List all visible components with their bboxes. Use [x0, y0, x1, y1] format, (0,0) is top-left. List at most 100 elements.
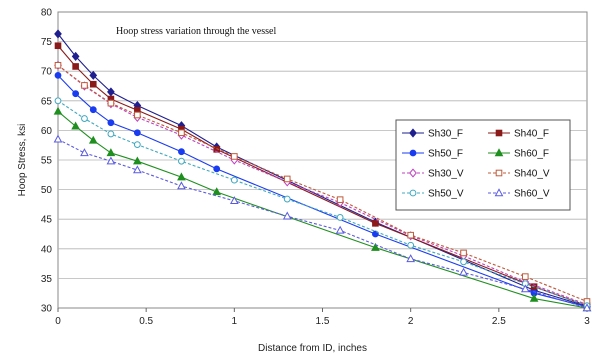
data-point: [71, 121, 80, 130]
data-point: [282, 211, 292, 220]
legend-entry: Sh60_V: [488, 188, 550, 200]
series-layer: [53, 29, 592, 312]
y-tick-label: 75: [41, 37, 53, 48]
legend-box: [395, 119, 571, 211]
series-sh40-v: [54, 61, 591, 305]
data-point: [372, 220, 379, 227]
x-tick-label: 0.5: [139, 316, 153, 327]
data-point: [406, 254, 416, 263]
legend-entry: Sh30_F: [402, 128, 463, 140]
data-point: [460, 249, 467, 257]
legend-marker: [494, 188, 504, 197]
data-point: [371, 242, 380, 251]
data-point: [212, 187, 222, 196]
x-axis-title: Distance from ID, inches: [258, 343, 367, 354]
data-point: [336, 214, 344, 221]
legend-label: Sh40_F: [514, 129, 549, 140]
y-tick-label: 50: [41, 185, 53, 196]
data-point: [283, 195, 291, 203]
data-point: [178, 129, 185, 137]
data-point: [81, 82, 88, 89]
x-tick-label: 1.5: [316, 316, 330, 327]
legend-entry: Sh50_V: [402, 189, 464, 200]
data-point: [134, 111, 141, 119]
data-point: [54, 97, 62, 105]
data-point: [72, 90, 80, 98]
y-tick-label: 80: [41, 8, 53, 19]
chart-title: Hoop stress variation through the vessel: [116, 26, 276, 37]
legend-label: Sh40_V: [514, 169, 550, 180]
data-point: [407, 241, 415, 249]
data-point: [89, 80, 97, 88]
data-point: [88, 135, 98, 144]
data-point: [107, 119, 115, 127]
legend-entry: Sh40_V: [488, 169, 550, 180]
legend-marker: [409, 149, 417, 157]
data-point: [89, 106, 97, 114]
legend-label: Sh30_F: [428, 129, 463, 140]
data-point: [106, 148, 116, 157]
x-tick-label: 1: [232, 316, 238, 327]
data-point: [460, 258, 467, 266]
data-point: [133, 129, 141, 137]
data-point: [107, 99, 115, 107]
y-tick-labels: 30 35 40 45 50 55 60 65 70 75 80: [41, 8, 53, 315]
data-point: [335, 225, 345, 234]
y-tick-label: 55: [41, 156, 53, 167]
legend-label: Sh60_F: [514, 149, 549, 160]
data-point: [80, 148, 89, 157]
data-point: [54, 71, 62, 79]
data-point: [521, 273, 529, 280]
data-point: [582, 303, 592, 312]
series-line: [57, 74, 588, 308]
data-point: [106, 156, 116, 165]
data-point: [54, 29, 62, 39]
legend-label: Sh50_V: [428, 189, 464, 200]
data-point: [229, 196, 239, 205]
legend-label: Sh60_V: [514, 189, 550, 200]
data-point: [231, 153, 238, 160]
legend-entry: Sh30_V: [402, 168, 464, 180]
legend-entry: Sh50_F: [402, 149, 463, 160]
data-point: [230, 176, 238, 184]
series-line: [57, 45, 588, 307]
x-tick-labels: 0 0.5 1 1.5 2 2.5 3: [55, 308, 590, 327]
legend-entry: Sh40_F: [488, 129, 549, 140]
data-point: [72, 63, 79, 70]
x-tick-label: 3: [584, 316, 590, 327]
x-tick-label: 2.5: [492, 316, 506, 327]
data-point: [53, 106, 63, 115]
y-tick-label: 60: [41, 126, 53, 137]
legend-marker: [409, 168, 417, 178]
data-point: [71, 51, 80, 61]
series-line: [57, 138, 588, 309]
data-point: [177, 172, 186, 181]
legend-label: Sh50_F: [428, 149, 463, 160]
data-point: [133, 165, 142, 174]
data-point: [283, 175, 291, 183]
y-axis-title: Hoop Stress, ksi: [17, 124, 28, 197]
legend-marker: [409, 128, 417, 138]
data-point: [407, 231, 414, 239]
y-tick-label: 70: [41, 67, 53, 78]
series-sh60-v: [53, 134, 592, 312]
legend: Sh30_F Sh40_F Sh50_F Sh60_F Sh30_V Sh40_V Sh50…: [395, 119, 571, 211]
data-point: [336, 196, 344, 203]
y-tick-label: 35: [41, 274, 53, 285]
series-line: [57, 100, 588, 307]
series-sh60-f: [53, 106, 592, 312]
series-line: [57, 111, 588, 309]
data-point: [459, 267, 468, 276]
data-point: [107, 130, 115, 138]
y-tick-label: 40: [41, 244, 53, 255]
data-point: [178, 157, 185, 165]
data-point: [372, 230, 379, 238]
y-tick-label: 30: [41, 304, 53, 315]
data-point: [520, 284, 530, 293]
legend-marker: [495, 129, 503, 137]
data-point: [133, 141, 141, 149]
data-point: [107, 87, 115, 97]
data-point: [89, 70, 98, 80]
